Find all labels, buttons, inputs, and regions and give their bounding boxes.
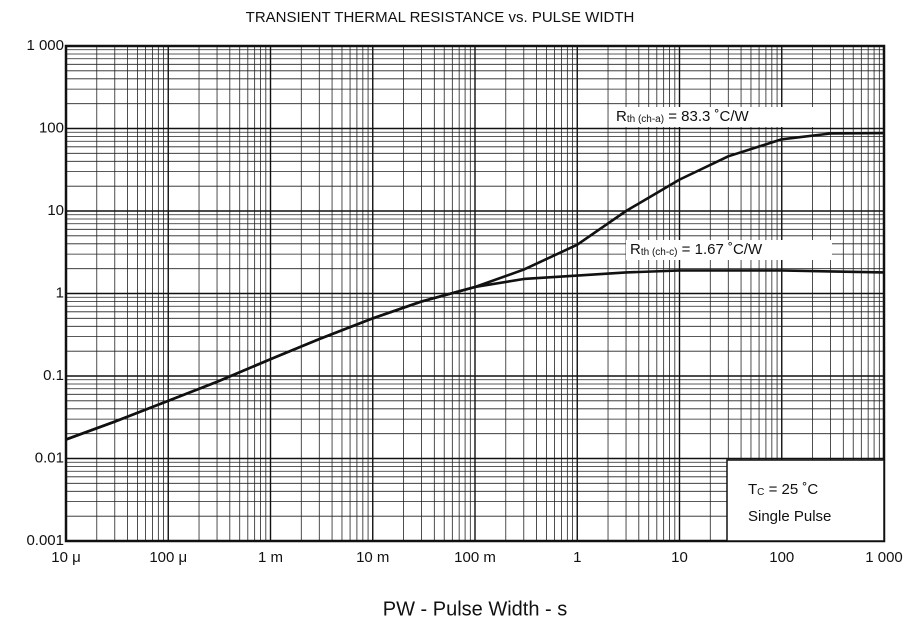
series-label: Rth (ch-a) = 83.3 ˚C/W (616, 108, 750, 125)
series-label-part: R (616, 108, 627, 125)
y-tick-label: 1 (56, 284, 64, 301)
x-tick-label: 100 m (454, 549, 496, 566)
x-tick-label: 1 m (258, 549, 283, 566)
annotation-box (726, 459, 885, 542)
annotation-part: = 25 ˚C (764, 481, 818, 498)
series-label-part: R (630, 241, 641, 258)
plot-frame (64, 44, 886, 543)
y-tick-label: 0.01 (35, 449, 64, 466)
series-label-bg (626, 240, 832, 260)
y-tick-label: 100 (39, 119, 64, 136)
series-label-part: = 1.67 ˚C/W (678, 241, 763, 258)
y-tick-label: 0.001 (26, 532, 64, 549)
series-line (65, 269, 885, 441)
x-tick-label: 100 (769, 549, 794, 566)
x-tick-label: 10 (671, 549, 688, 566)
x-tick-label: 10 m (356, 549, 389, 566)
y-tick-label: 10 (47, 202, 64, 219)
series-label-part: = 83.3 ˚C/W (664, 108, 749, 125)
annotation-note: Single Pulse (748, 508, 831, 525)
x-tick-label: 1 000 (865, 549, 903, 566)
x-tick-label: 100 μ (149, 549, 187, 566)
grid (65, 45, 885, 542)
y-tick-label: 1 000 (26, 37, 64, 54)
series-label-bg (612, 107, 816, 127)
series-label-part: th (ch-c) (641, 247, 678, 258)
x-tick-label: 10 μ (51, 549, 81, 566)
chart-title: TRANSIENT THERMAL RESISTANCE vs. PULSE W… (246, 9, 635, 26)
series-label-part: th (ch-a) (627, 114, 664, 125)
x-axis-label: PW - Pulse Width - s (383, 598, 567, 620)
series-label: Rth (ch-c) = 1.67 ˚C/W (630, 241, 763, 258)
y-tick-label: 0.1 (43, 367, 64, 384)
annotation-part: C (757, 487, 764, 498)
annotation-part: T (748, 481, 757, 498)
annotation-condition: TC = 25 ˚C (748, 481, 818, 498)
x-tick-label: 1 (573, 549, 581, 566)
